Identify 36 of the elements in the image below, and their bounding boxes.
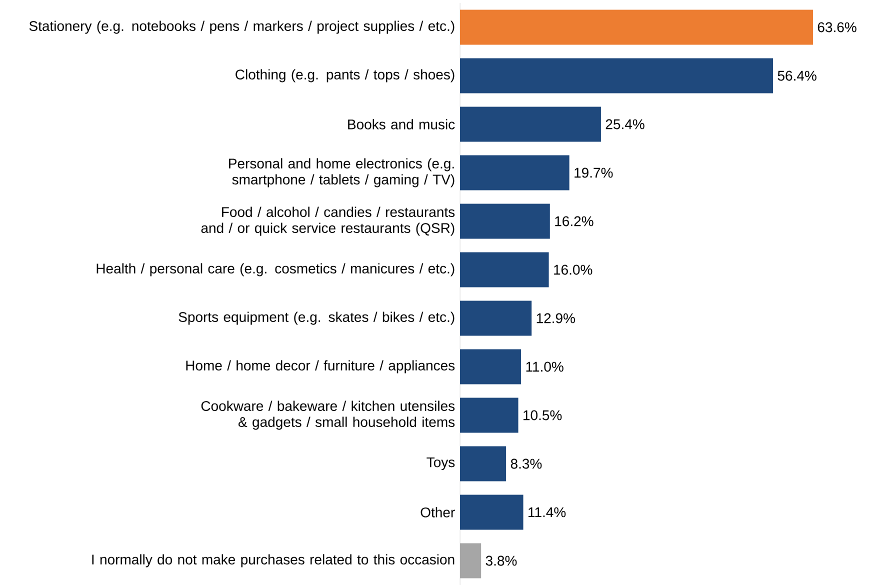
data-label: 3.8%: [486, 556, 517, 566]
data-label: 25.4%: [606, 119, 644, 130]
y-tick-label: Food / alcohol / candies / restaurants and / or quick service restaurants (QSR): [201, 206, 455, 236]
data-label: 16.0%: [554, 264, 592, 275]
bar: [460, 543, 482, 578]
bar: [460, 58, 774, 94]
bar: [460, 300, 532, 336]
y-tick-label: Books and music: [348, 119, 455, 130]
y-tick-label: Clothing (e.g. pants / tops / shoes): [236, 69, 454, 82]
data-label: 10.5%: [524, 410, 562, 420]
data-label: 63.6%: [818, 22, 856, 32]
data-label: 8.3%: [510, 458, 542, 469]
y-tick-label: Health / personal care (e.g. cosmetics / manicures / etc.): [96, 263, 454, 276]
data-label: 12.9%: [536, 313, 575, 324]
data-label: 19.7%: [574, 168, 613, 178]
bar: [460, 106, 601, 142]
y-tick-label: I normally do not make purchases related to this occasion: [92, 554, 454, 568]
y-tick-label: Stationery (e.g. notebooks / pens / markers / project supplies / etc.): [29, 20, 454, 34]
y-tick-label: Toys: [426, 457, 455, 470]
bar: [460, 446, 506, 482]
y-tick-label: Other: [420, 507, 455, 518]
bar: [460, 349, 522, 384]
bar: [460, 155, 570, 190]
data-label: 56.4%: [778, 70, 816, 81]
data-label: 16.2%: [555, 216, 594, 226]
bar: [460, 10, 813, 45]
y-tick-label: Sports equipment (e.g. skates / bikes / etc.): [178, 312, 454, 325]
data-label: 11.4%: [528, 507, 566, 518]
bar: [460, 398, 518, 433]
data-label: 11.0%: [526, 362, 564, 372]
bar: [460, 204, 550, 239]
y-tick-label: Cookware / bakeware / kitchen utensiles & gadgets / small household items: [201, 400, 455, 430]
y-tick-label: Personal and home electronics (e.g. smartphone / tablets / gaming / TV): [229, 158, 454, 188]
y-tick-label: Home / home decor / furniture / appliances: [186, 360, 455, 374]
bar: [460, 494, 524, 530]
bar: [460, 252, 549, 288]
